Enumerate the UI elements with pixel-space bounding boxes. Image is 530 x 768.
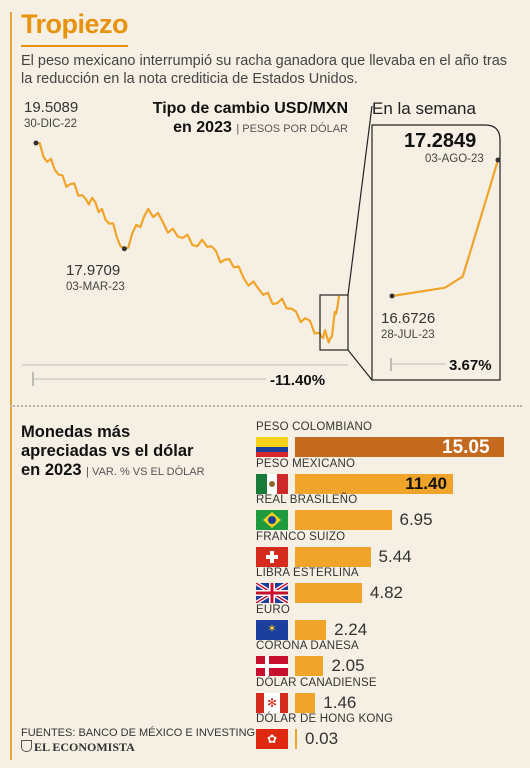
mexico-flag-icon [256,473,288,494]
line-charts [22,105,501,386]
low-date-label: 03-MAR-23 [66,281,125,293]
switzerland-flag-icon [256,546,288,567]
week-start-date: 28-JUL-23 [381,329,435,341]
bar-value-label: 15.05 [442,437,490,458]
bar-value-label: 4.82 [369,583,404,602]
bar [295,729,297,749]
main-line-chart [33,140,341,344]
currencies-title-line1: Monedas más [21,423,131,441]
uk-flag-icon [256,583,288,603]
colombia-flag-icon [256,437,288,457]
currencies-title-line3: en 2023 [21,461,82,479]
currency-name-label: EURO [256,603,291,616]
bar [295,473,454,494]
week-end-point [495,157,501,163]
currency-name-label: FRANCO SUIZO [256,530,346,543]
bar [295,510,392,530]
bar-value-label: 11.40 [405,473,447,493]
bar [295,619,327,640]
week-panel-frame [371,124,501,381]
annotation-point-1 [33,140,39,146]
bar-value-label: 2.05 [331,656,365,675]
week-line-chart [389,157,501,299]
series-line [391,159,500,298]
eu-flag-icon: ✶ [256,619,288,640]
bar-value-label: 1.46 [323,692,357,712]
annotation-point-2 [121,246,127,252]
main-chart-subtitle: | PESOS POR DÓLAR [236,123,348,135]
bar [295,656,324,676]
zoom-box [319,294,349,351]
bar-value-label: 5.44 [378,546,412,566]
section-divider [10,405,522,407]
bar [295,437,504,457]
start-value-label: 19.5089 [24,99,79,116]
bar [295,546,371,567]
bar-value-label: 0.03 [305,729,339,748]
main-change-pct: -11.40% [270,372,326,389]
week-end-value: 17.2849 [404,130,477,152]
currency-name-label: DÓLAR DE HONG KONG [256,713,394,725]
main-chart-title-line1: Tipo de cambio USD/MXN [152,100,348,117]
currency-name-label: REAL BRASILEÑO [256,494,358,506]
canada-flag-icon: ✻ [256,692,288,713]
currency-name-label: PESO COLOMBIANO [256,421,373,433]
brazil-flag-icon [256,510,288,530]
currencies-title-line2: apreciadas vs el dólar [21,442,194,460]
bar-value-label: 2.24 [334,619,368,639]
currencies-title: Monedas más apreciadas vs el dólar en 20… [21,423,205,482]
frame-line [10,12,12,760]
start-date-label: 30-DIC-22 [24,118,78,130]
week-start-point [389,293,395,299]
currency-name-label: LIBRA ESTERLINA [256,567,359,579]
bar [295,692,316,713]
currency-name-label: PESO MEXICANO [256,457,356,470]
page-title: Tropiezo [21,9,129,39]
currencies-subtitle: | VAR. % VS EL DÓLAR [86,466,205,478]
week-change-pct: 3.67% [449,357,492,374]
bar [295,583,362,603]
bar-value-label: 6.95 [399,510,433,529]
low-value-label: 17.9709 [66,262,121,279]
publisher-logo: EL ECONOMISTA [21,740,135,755]
series-line [35,141,341,344]
zoom-connector-bottom [347,349,373,381]
logo-text: EL ECONOMISTA [34,740,135,754]
title-underline [21,45,128,47]
currency-name-label: CORONA DANESA [256,640,359,652]
week-chart-title: En la semana [372,99,476,118]
zoom-connector-top [347,105,373,296]
logo-icon [21,740,32,752]
currency-name-label: DÓLAR CANADIENSE [256,676,377,689]
main-chart-title: Tipo de cambio USD/MXN en 2023 | PESOS P… [118,99,348,139]
denmark-flag-icon [256,656,288,676]
sources-footer: FUENTES: BANCO DE MÉXICO E INVESTING [21,727,256,739]
week-start-value: 16.6726 [381,310,436,327]
intro-text: El peso mexicano interrumpió su racha ga… [21,53,508,87]
week-end-date: 03-AGO-23 [425,153,484,165]
hongkong-flag-icon: ✿ [256,729,288,749]
main-chart-title-line2: en 2023 [173,119,232,136]
